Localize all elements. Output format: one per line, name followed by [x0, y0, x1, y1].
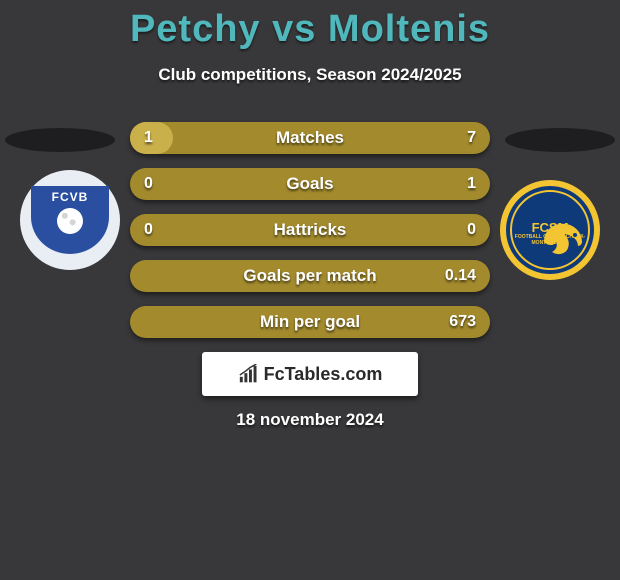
stat-bar: Goals0 1 — [130, 168, 490, 200]
stat-bar-label: Goals — [130, 174, 490, 194]
stat-bar-label: Hattricks — [130, 220, 490, 240]
stat-bar-label: Goals per match — [130, 266, 490, 286]
stat-bar-value-right: 1 — [467, 175, 476, 193]
stat-bar-value-right: 0 — [467, 221, 476, 239]
stat-bar: Min per goal673 — [130, 306, 490, 338]
page-title: Petchy vs Moltenis — [0, 0, 620, 51]
branding-text: FcTables.com — [264, 364, 383, 385]
lion-icon — [538, 216, 586, 264]
shadow-ellipse-right — [505, 128, 615, 152]
chart-icon — [238, 364, 260, 384]
stat-bar-value-left: 0 — [144, 221, 153, 239]
stat-bar-label: Min per goal — [130, 312, 490, 332]
branding-box: FcTables.com — [202, 352, 418, 396]
shadow-ellipse-left — [5, 128, 115, 152]
stat-bar-value-right: 0.14 — [445, 267, 476, 285]
stat-bar-value-left: 1 — [144, 129, 153, 147]
stat-bar-value-right: 7 — [467, 129, 476, 147]
team-right-badge: FCSM FOOTBALL CLUB SOCHAUX-MONTBÉLIARD — [500, 180, 600, 280]
ball-icon — [57, 208, 83, 234]
subtitle: Club competitions, Season 2024/2025 — [0, 65, 620, 85]
team-left-badge-text: FCVB — [52, 190, 89, 204]
team-left-badge: FCVB — [20, 170, 120, 270]
stats-bars: Matches17Goals01Hattricks00Goals per mat… — [130, 122, 490, 338]
stat-bar-label: Matches — [130, 128, 490, 148]
stat-bar: Matches1 7 — [130, 122, 490, 154]
stat-bar-value-right: 673 — [449, 313, 476, 331]
stat-bar-value-left: 0 — [144, 175, 153, 193]
stat-bar: Goals per match0.14 — [130, 260, 490, 292]
stat-bar: Hattricks0 0 — [130, 214, 490, 246]
date-text: 18 november 2024 — [0, 410, 620, 430]
